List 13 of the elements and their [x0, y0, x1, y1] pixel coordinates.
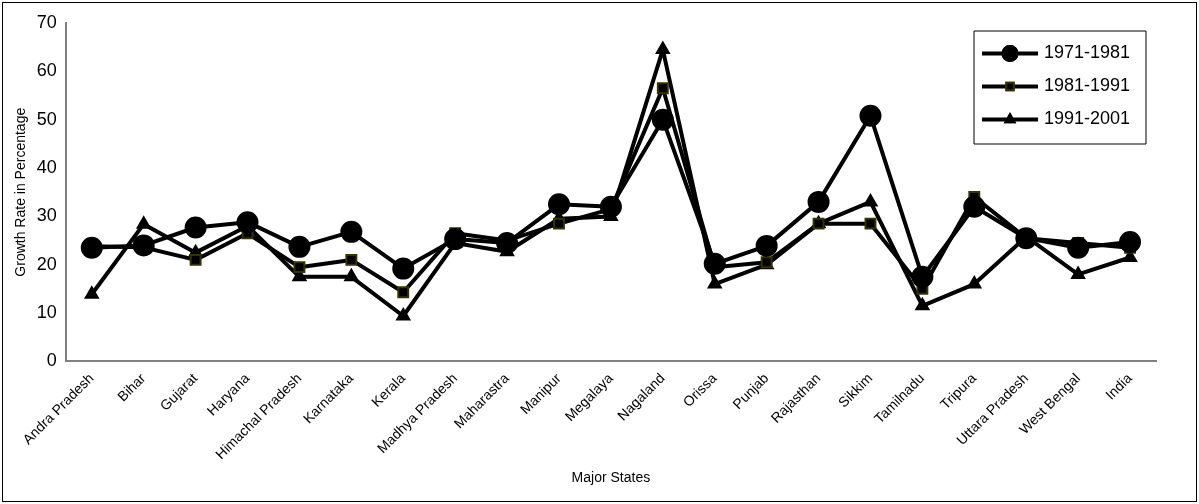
- y-tick-label: 60: [36, 60, 57, 81]
- y-axis-title: Growth Rate in Percentage: [12, 107, 29, 277]
- y-tick-label: 70: [36, 11, 57, 32]
- y-tick-label: 40: [36, 157, 57, 178]
- y-tick-label: 20: [36, 253, 57, 274]
- y-tick-label: 30: [36, 205, 57, 226]
- y-tick-label: 50: [36, 108, 57, 129]
- legend-label: 1971-1981: [1044, 42, 1131, 63]
- legend-label: 1991-2001: [1044, 108, 1131, 129]
- x-axis-title: Major States: [571, 469, 651, 486]
- y-tick-label: 0: [46, 350, 57, 371]
- legend-label: 1981-1991: [1044, 75, 1131, 96]
- y-tick-label: 10: [36, 302, 57, 323]
